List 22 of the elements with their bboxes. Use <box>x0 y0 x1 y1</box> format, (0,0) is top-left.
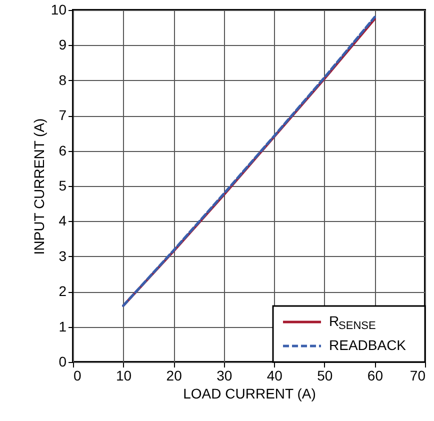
x-tick-label: 30 <box>216 368 232 384</box>
x-tick-label: 70 <box>410 368 426 384</box>
y-tick-label: 10 <box>50 2 67 18</box>
x-tick-label: 0 <box>74 368 82 384</box>
y-tick-label: 9 <box>58 36 67 53</box>
x-tick-label: 40 <box>266 368 283 384</box>
x-tick-label: 50 <box>317 368 333 384</box>
y-tick-label: 8 <box>58 72 67 88</box>
x-tick-label: 20 <box>166 368 182 384</box>
y-tick-label: 6 <box>58 142 67 158</box>
y-tick-label: 0 <box>58 354 67 370</box>
y-axis-title: INPUT CURRENT (A) <box>30 118 47 255</box>
y-tick-label: 1 <box>58 318 67 334</box>
y-tick-label: 2 <box>58 283 67 300</box>
y-tick-label: 4 <box>58 212 67 229</box>
x-tick-label: 10 <box>116 368 132 384</box>
y-tick-label: 5 <box>58 178 67 194</box>
legend-label: READBACK <box>329 337 407 353</box>
y-tick-label: 7 <box>58 107 67 124</box>
x-axis-title: LOAD CURRENT (A) <box>183 386 316 402</box>
x-tick-label: 60 <box>367 368 384 384</box>
y-tick-label: 3 <box>58 248 67 264</box>
